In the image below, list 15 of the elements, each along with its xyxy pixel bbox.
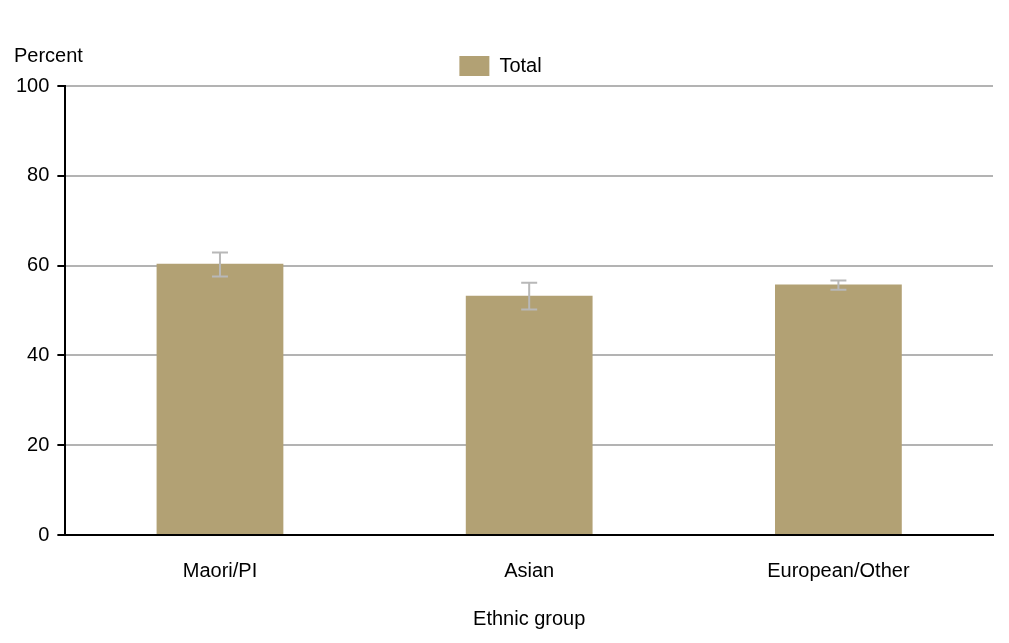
y-tick-label: 60 (27, 253, 50, 276)
legend-label: Total (499, 53, 542, 76)
y-axis-title: Percent (14, 43, 84, 66)
x-tick-label: Asian (504, 558, 555, 581)
x-tick-label: European/Other (767, 558, 910, 581)
y-tick-label: 0 (38, 522, 50, 545)
bar (775, 284, 902, 534)
y-tick-label: 20 (27, 432, 50, 455)
bar (465, 295, 593, 534)
bar (156, 263, 284, 534)
y-tick-label: 80 (27, 163, 50, 186)
y-tick-label: 100 (15, 73, 50, 96)
x-tick-label: Maori/PI (182, 558, 258, 581)
x-axis-title: Ethnic group (473, 606, 586, 629)
y-tick-label: 40 (27, 342, 50, 365)
